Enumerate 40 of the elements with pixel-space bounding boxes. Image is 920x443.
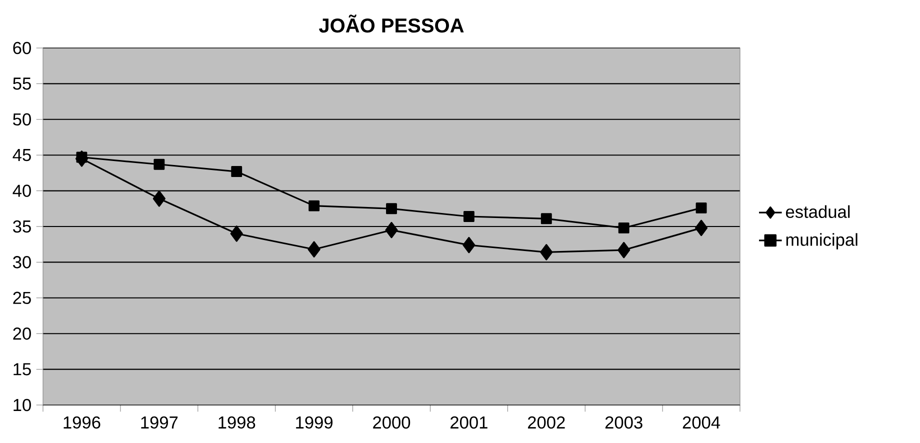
point [618, 222, 630, 234]
x-tick-label: 2000 [373, 416, 410, 429]
y-tick-label: 60 [13, 42, 31, 54]
y-tick-label: 20 [13, 327, 31, 340]
point [540, 244, 553, 260]
point [696, 202, 707, 214]
point [694, 220, 708, 236]
x-tick-label: 2003 [605, 416, 642, 429]
point [230, 226, 243, 242]
point [308, 200, 320, 212]
x-tick-label: 2001 [450, 416, 488, 429]
y-tick-label: 40 [12, 184, 31, 197]
x-tick-label: 1998 [218, 416, 256, 429]
point [308, 241, 320, 258]
point [231, 166, 242, 177]
x-tick-label: 1999 [296, 416, 333, 429]
point [540, 213, 552, 224]
y-tick-label: 25 [13, 292, 31, 304]
y-tick-label: 15 [14, 363, 31, 376]
x-tick-label: 1997 [141, 416, 178, 429]
y-tick-label: 10 [14, 398, 31, 412]
point [462, 236, 476, 254]
point [386, 203, 397, 214]
point [463, 211, 474, 222]
point [152, 190, 166, 207]
point [385, 222, 398, 238]
y-tick-label: 30 [13, 256, 31, 268]
y-tick-label: 45 [12, 149, 31, 162]
x-tick-label: 2002 [528, 416, 565, 429]
y-tick-label: 55 [13, 78, 31, 90]
point [154, 158, 165, 170]
point [618, 242, 630, 258]
point [76, 152, 88, 163]
y-tick-label: 50 [13, 113, 31, 126]
x-tick-label: 1996 [64, 416, 100, 429]
chart-title: JOÃO PESSOA [318, 14, 464, 33]
legend-label: municipal [786, 233, 858, 250]
legend-label: estadual [786, 205, 850, 218]
y-tick-label: 35 [13, 220, 31, 233]
x-tick-label: 2004 [682, 416, 720, 429]
